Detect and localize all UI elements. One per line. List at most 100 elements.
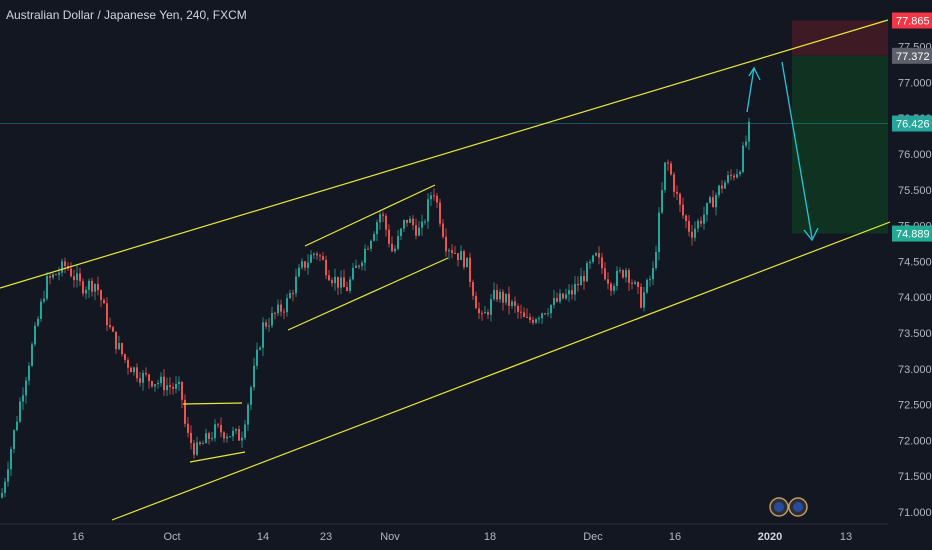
candle <box>133 366 135 376</box>
candle <box>103 297 105 304</box>
candle <box>4 477 6 498</box>
candle <box>553 289 555 309</box>
candle <box>13 429 15 454</box>
candle <box>295 268 297 298</box>
candle <box>82 278 84 297</box>
up-arrow-icon[interactable] <box>746 67 755 113</box>
candle <box>55 273 57 276</box>
candle <box>319 253 321 262</box>
candle <box>160 372 162 387</box>
candle <box>520 304 522 319</box>
price-tick-label: 71.000 <box>898 507 932 519</box>
candle <box>676 185 678 201</box>
candle <box>652 261 654 286</box>
candle <box>451 243 453 259</box>
candle <box>397 230 399 251</box>
candle <box>352 262 354 281</box>
up-arrow-head-icon <box>748 66 761 81</box>
price-tag-label: 76.426 <box>896 119 930 131</box>
candle <box>436 192 438 208</box>
candle <box>169 376 171 395</box>
candle <box>121 342 123 357</box>
candle <box>634 280 636 285</box>
time-tick-label: 13 <box>840 531 852 543</box>
candle <box>418 221 420 237</box>
candle <box>481 310 483 321</box>
stop-loss-zone[interactable] <box>792 20 888 56</box>
candle <box>61 258 63 277</box>
candle <box>127 357 129 375</box>
candle <box>25 376 27 404</box>
box-lower-line[interactable] <box>189 451 246 463</box>
candle <box>409 215 411 224</box>
candle <box>730 169 732 181</box>
candle <box>49 272 51 285</box>
candle <box>532 316 534 325</box>
candle <box>37 315 39 327</box>
flag-icon <box>774 502 784 512</box>
candle <box>472 279 474 300</box>
candle <box>703 206 705 230</box>
candle <box>385 213 387 237</box>
candle <box>514 296 516 313</box>
candle <box>598 246 600 265</box>
candle <box>415 218 417 240</box>
price-axis[interactable]: 71.000 71.500 72.000 72.500 73.000 73.500 74.0… <box>898 13 932 519</box>
candle <box>427 193 429 229</box>
candle <box>700 216 702 228</box>
channel-upper-trendline[interactable] <box>0 19 889 289</box>
flag-upper-line[interactable] <box>304 184 436 247</box>
candle <box>130 366 132 373</box>
candle <box>448 248 450 260</box>
candle <box>508 286 510 315</box>
candle <box>424 218 426 225</box>
candle <box>151 380 153 389</box>
projection-arrows <box>746 61 819 242</box>
time-tick-label: 23 <box>320 531 332 543</box>
candle <box>190 425 192 450</box>
candle <box>667 159 669 171</box>
time-tick-label: 14 <box>257 531 269 543</box>
candle <box>631 279 633 290</box>
candle <box>259 345 261 351</box>
candle <box>556 292 558 303</box>
candle <box>370 239 372 252</box>
candle <box>262 317 264 357</box>
candle <box>529 313 531 324</box>
channel-lower-trendline[interactable] <box>111 221 891 521</box>
candle <box>442 219 444 239</box>
candle <box>562 292 564 300</box>
candle <box>610 281 612 297</box>
down-arrow-icon[interactable] <box>781 61 813 239</box>
candle <box>124 353 126 363</box>
price-tag: 77.372 <box>892 47 932 64</box>
time-axis[interactable]: 16 Oct 14 23 Nov 18 Dec 16 2020 13 <box>0 523 888 543</box>
candle <box>565 288 567 301</box>
candle <box>232 426 234 442</box>
take-profit-zone[interactable] <box>792 55 888 234</box>
candle <box>550 304 552 319</box>
candle <box>256 342 258 370</box>
candle <box>16 415 18 432</box>
candle <box>505 293 507 306</box>
candle <box>454 245 456 255</box>
event-markers[interactable] <box>769 497 808 517</box>
candle <box>22 387 24 410</box>
candle <box>625 267 627 283</box>
candle <box>724 180 726 189</box>
time-tick-label: 2020 <box>758 531 782 543</box>
candle <box>628 268 630 291</box>
candle <box>274 311 276 320</box>
candle <box>733 173 735 181</box>
candle <box>211 431 213 442</box>
candle <box>136 363 138 382</box>
candle <box>502 289 504 311</box>
candle <box>712 190 714 208</box>
flag-lower-line[interactable] <box>287 257 449 331</box>
box-upper-line[interactable] <box>182 402 243 405</box>
candle <box>328 269 330 282</box>
candle <box>265 319 267 330</box>
candle <box>547 308 549 317</box>
